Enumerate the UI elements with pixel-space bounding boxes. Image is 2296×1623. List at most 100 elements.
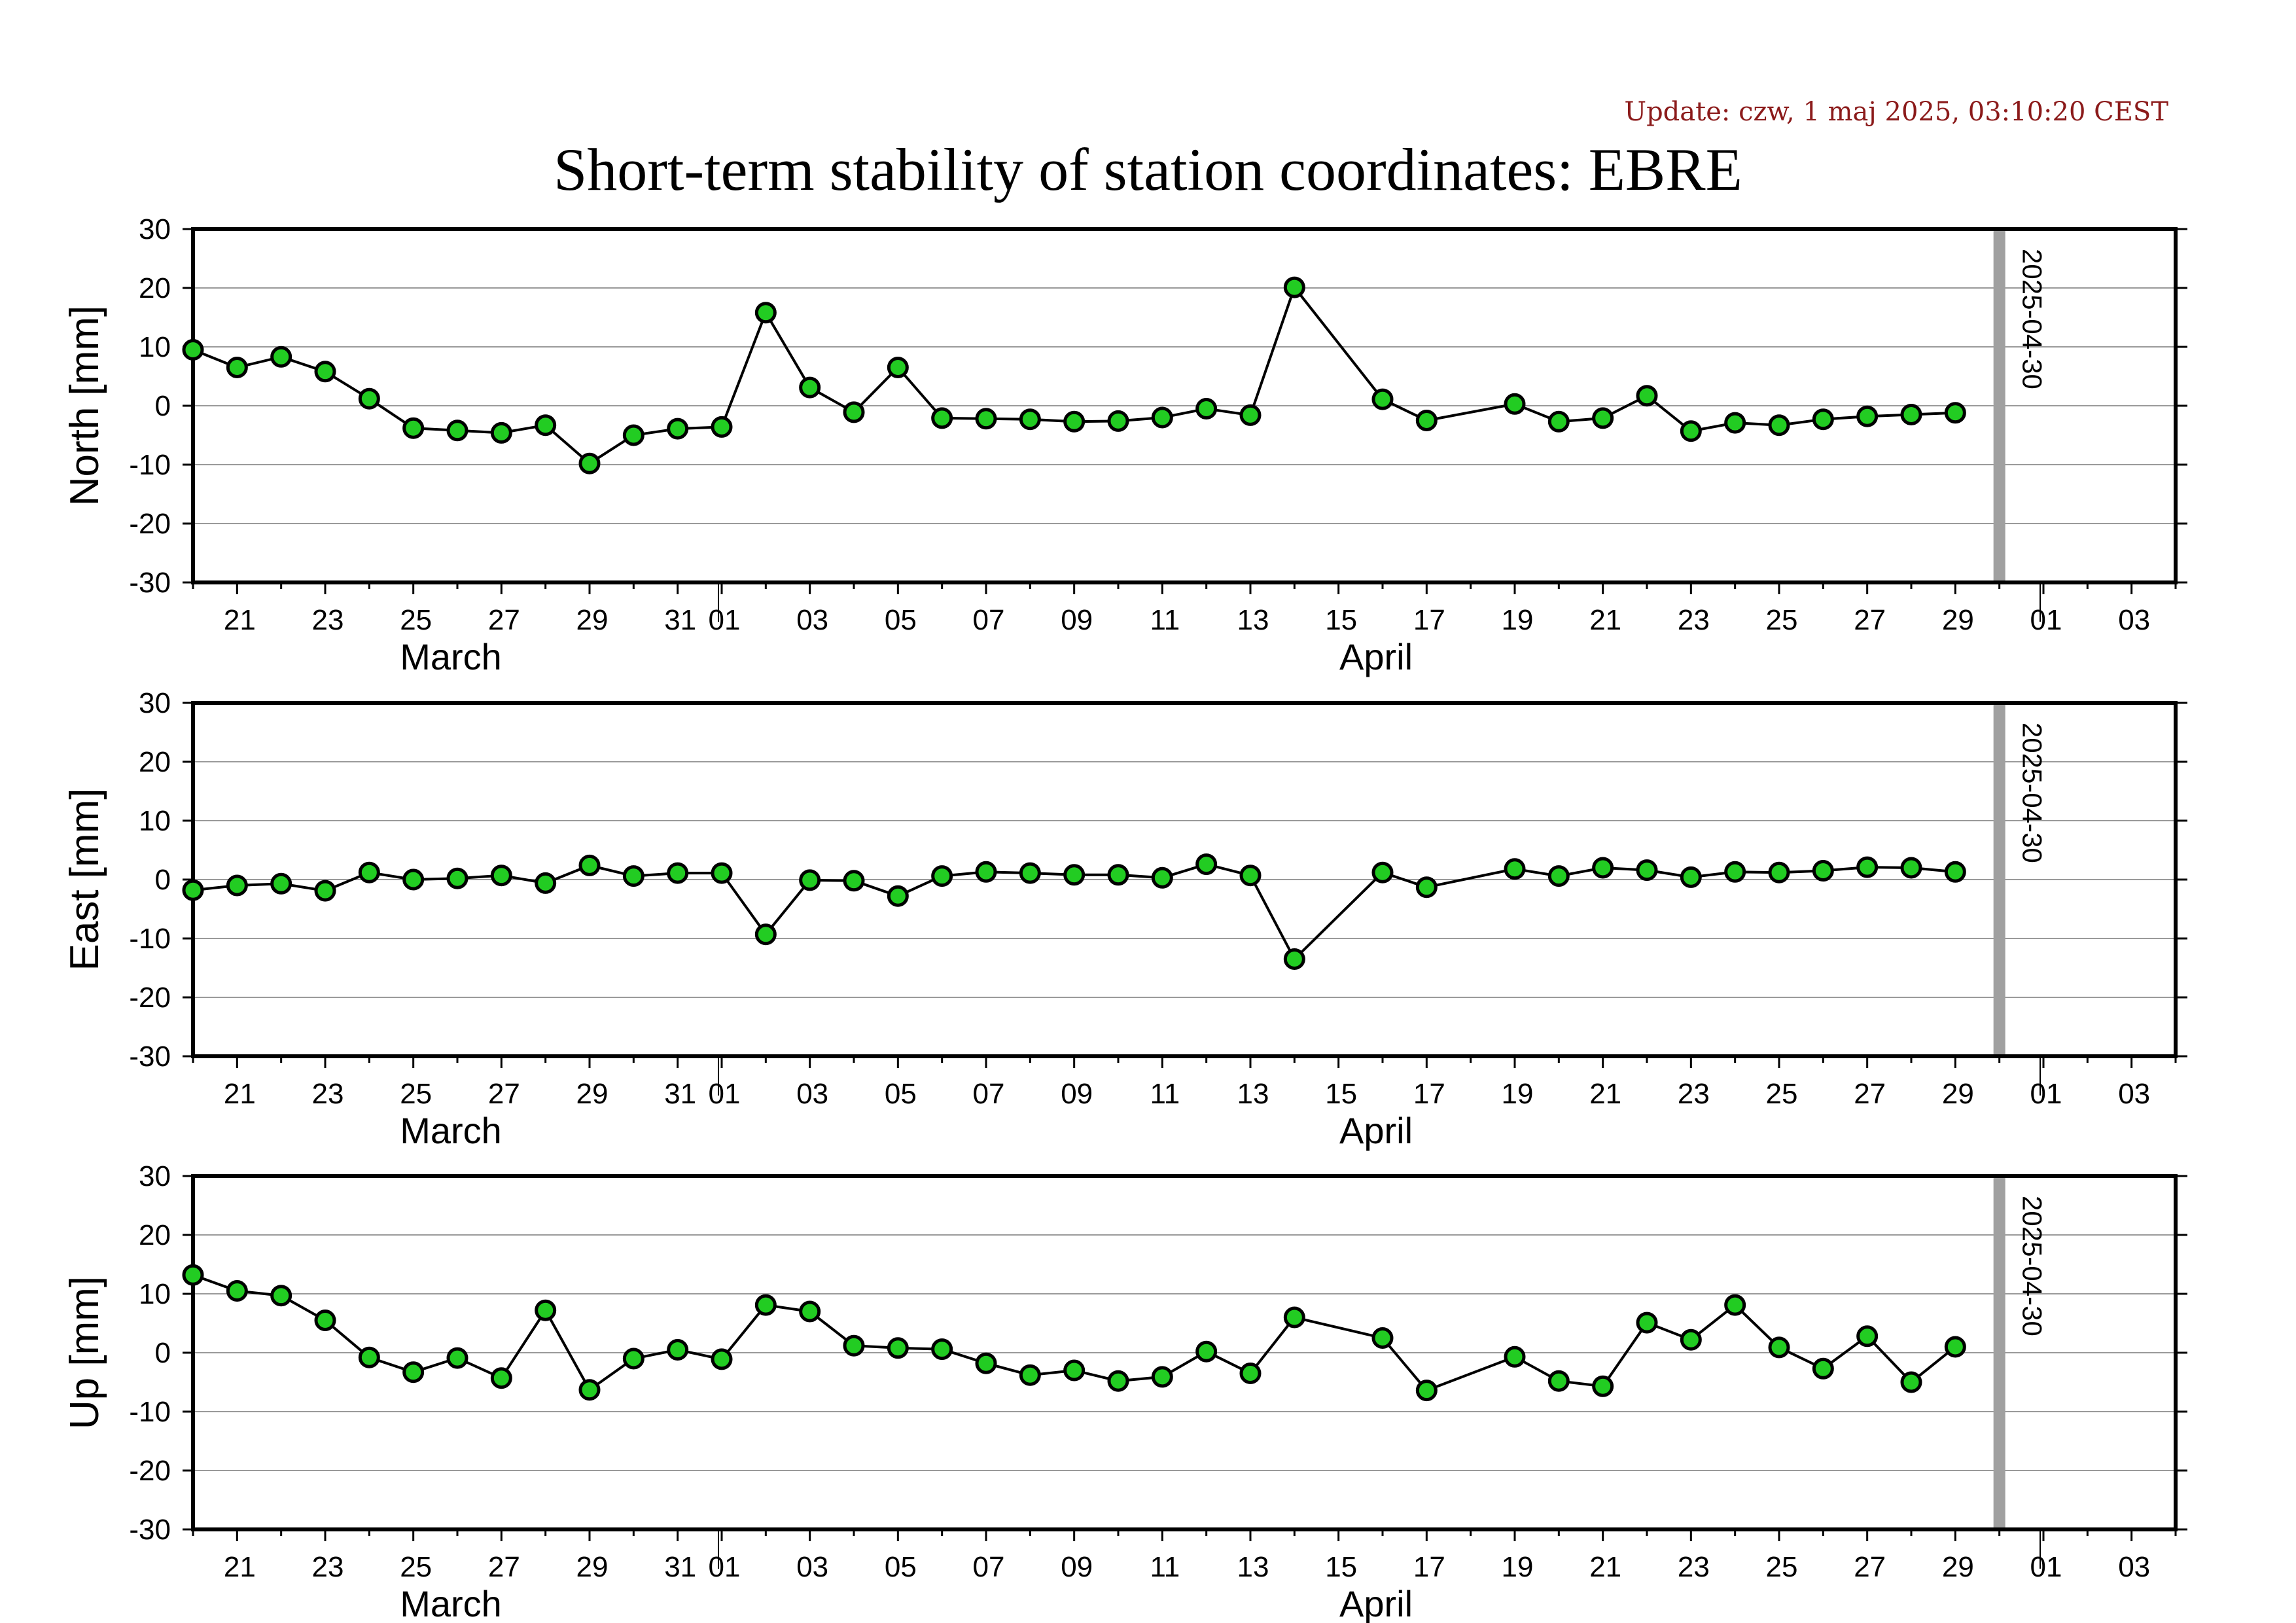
- x-tick-label: 21: [1589, 1551, 1621, 1583]
- data-point: [1019, 408, 1041, 431]
- data-point: [1547, 1370, 1570, 1392]
- y-tick-label: 30: [139, 213, 171, 245]
- data-point: [1283, 276, 1305, 298]
- x-tick-label: 07: [973, 1078, 1005, 1110]
- data-point: [1724, 1294, 1746, 1316]
- data-point: [314, 361, 336, 383]
- x-tick-label: 29: [1942, 1078, 1974, 1110]
- data-point: [887, 885, 909, 907]
- x-tick-label: 17: [1413, 1551, 1445, 1583]
- y-tick-label: -30: [129, 1514, 171, 1546]
- data-point: [535, 1299, 557, 1321]
- x-tick-label: 15: [1325, 1078, 1357, 1110]
- data-point: [799, 376, 821, 399]
- x-tick-label: 25: [400, 1551, 432, 1583]
- data-point: [1019, 1364, 1041, 1386]
- y-tick-label: -30: [129, 1041, 171, 1073]
- x-tick-label: 23: [312, 604, 344, 636]
- x-tick-label: 23: [312, 1551, 344, 1583]
- data-point: [1063, 1359, 1086, 1382]
- x-tick-label: 21: [224, 1078, 256, 1110]
- data-point: [975, 861, 997, 883]
- data-point: [314, 1310, 336, 1331]
- data-point: [1283, 948, 1305, 970]
- data-point: [358, 387, 380, 410]
- x-tick-label: 03: [2118, 1551, 2150, 1583]
- data-point: [1768, 414, 1790, 437]
- data-point: [622, 424, 645, 446]
- data-point: [1680, 420, 1702, 442]
- data-point: [754, 1294, 777, 1316]
- data-point: [1636, 1311, 1658, 1334]
- data-point: [578, 854, 601, 876]
- date-marker-bar: [1993, 229, 2005, 582]
- data-point: [1680, 866, 1702, 888]
- x-tick-label: 29: [1942, 1551, 1974, 1583]
- data-point: [711, 1348, 733, 1370]
- data-point: [446, 867, 468, 889]
- data-point: [1944, 402, 1966, 424]
- y-tick-label: 20: [139, 272, 171, 304]
- y-tick-label: 20: [139, 746, 171, 778]
- data-point: [314, 880, 336, 902]
- x-tick-label: 13: [1237, 1551, 1269, 1583]
- data-point: [402, 868, 425, 891]
- x-tick-label: 11: [1150, 1078, 1180, 1110]
- x-tick-label: 25: [400, 604, 432, 636]
- data-point: [667, 1339, 689, 1361]
- data-point: [270, 872, 292, 895]
- date-marker-label: 2025-04-30: [2017, 1196, 2048, 1336]
- y-tick-label: 10: [139, 1278, 171, 1310]
- x-group-label: April: [1339, 636, 1413, 677]
- data-point: [1812, 860, 1834, 882]
- data-point: [1944, 861, 1966, 883]
- y-axis-label: North [mm]: [62, 306, 107, 507]
- x-tick-label: 11: [1150, 604, 1180, 636]
- data-point: [1592, 407, 1614, 429]
- data-point: [535, 872, 557, 894]
- data-point: [1239, 1363, 1262, 1384]
- data-point: [622, 1347, 645, 1370]
- x-tick-label: 27: [1854, 1078, 1886, 1110]
- data-point: [1504, 393, 1526, 415]
- x-tick-label: 21: [224, 604, 256, 636]
- x-tick-label: 03: [796, 1078, 828, 1110]
- y-axis-label: Up [mm]: [62, 1276, 107, 1429]
- data-point: [1151, 406, 1173, 429]
- x-tick-label: 01: [2030, 1078, 2062, 1110]
- data-point: [711, 416, 733, 438]
- x-tick-label: 27: [488, 604, 520, 636]
- data-point: [182, 1264, 204, 1286]
- x-tick-label: 05: [885, 604, 917, 636]
- data-point: [1371, 1327, 1394, 1349]
- data-point: [1415, 410, 1438, 431]
- data-point: [931, 1338, 953, 1361]
- data-point: [1504, 1346, 1526, 1368]
- y-tick-label: 10: [139, 331, 171, 363]
- data-point: [358, 1346, 380, 1368]
- data-point: [182, 879, 204, 901]
- x-tick-label: 07: [973, 604, 1005, 636]
- data-point: [1724, 861, 1746, 883]
- data-point: [1107, 864, 1129, 886]
- y-tick-label: 10: [139, 805, 171, 837]
- x-tick-label: 21: [1589, 1078, 1621, 1110]
- y-tick-label: -10: [129, 449, 171, 481]
- data-point: [1944, 1336, 1966, 1358]
- x-tick-label: 25: [1766, 604, 1798, 636]
- x-tick-label: 19: [1502, 1551, 1534, 1583]
- data-point: [1680, 1329, 1702, 1351]
- x-tick-label: 29: [576, 604, 609, 636]
- x-tick-label: 29: [576, 1551, 609, 1583]
- y-tick-label: -10: [129, 1396, 171, 1428]
- panel-up: 2025-04-30 30 20 10 0 -10 -20 -30 Up [mm] 21 23 25 2…: [62, 1160, 2187, 1623]
- x-tick-label: 29: [576, 1078, 609, 1110]
- data-point: [1636, 385, 1658, 407]
- x-tick-label: 03: [2118, 604, 2150, 636]
- data-point: [1195, 1340, 1218, 1363]
- data-point: [490, 865, 512, 887]
- x-tick-label: 11: [1150, 1551, 1180, 1583]
- y-tick-label: 30: [139, 687, 171, 719]
- data-point: [754, 302, 777, 324]
- x-tick-label: 03: [796, 1551, 828, 1583]
